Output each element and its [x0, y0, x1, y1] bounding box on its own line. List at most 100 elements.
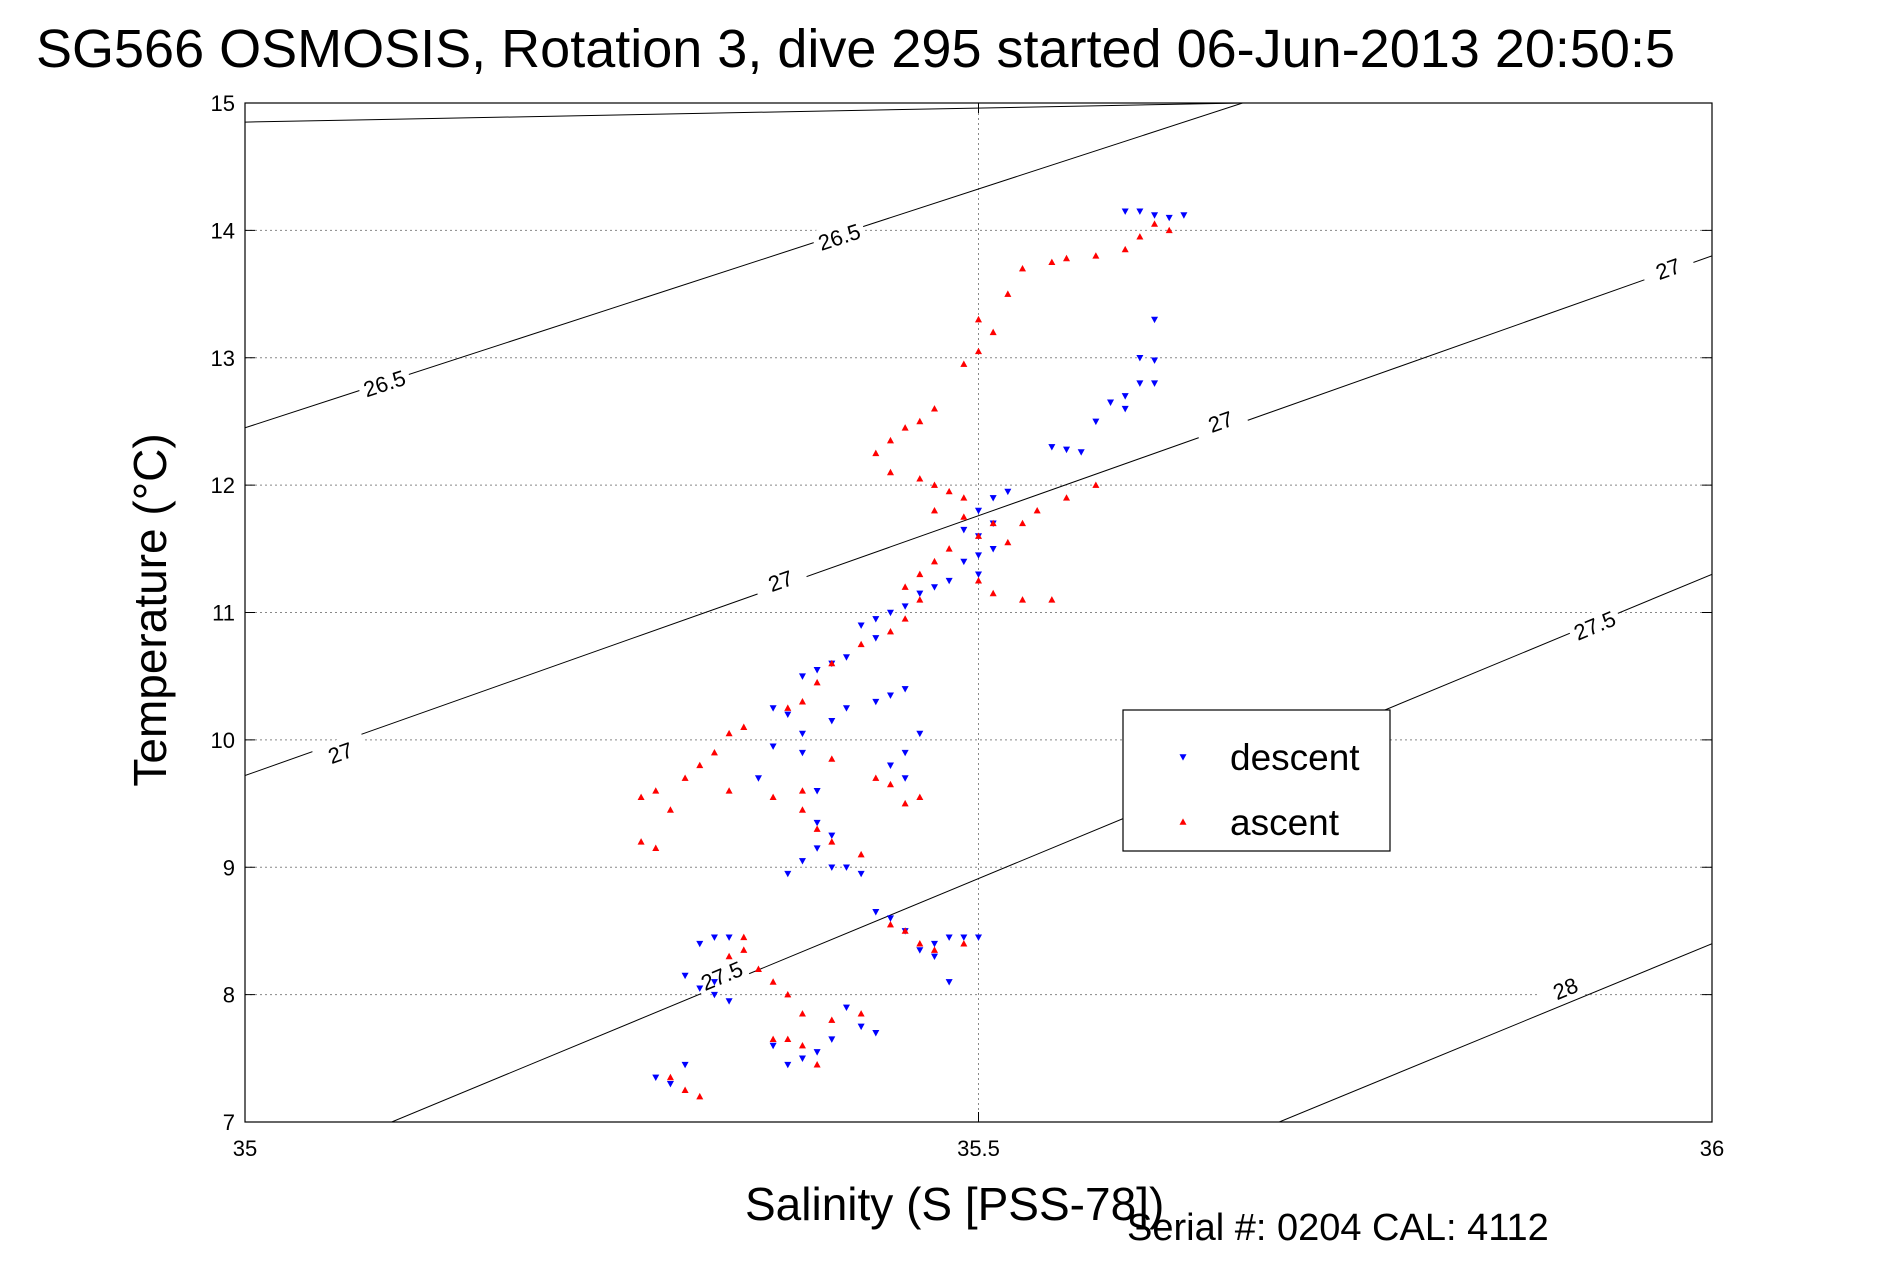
- contour-label: 27.5: [697, 956, 746, 996]
- descent-point: [1136, 208, 1144, 215]
- descent-point: [681, 1061, 689, 1069]
- ascent-point: [989, 328, 997, 336]
- ascent-point: [798, 806, 806, 813]
- descent-point: [916, 947, 924, 954]
- descent-point: [930, 584, 938, 591]
- descent-point: [1136, 354, 1144, 362]
- descent-point: [828, 832, 836, 840]
- descent-point: [872, 616, 880, 623]
- ascent-point: [901, 615, 909, 622]
- descent-point: [813, 845, 821, 852]
- ascent-point: [813, 678, 821, 686]
- descent-point: [725, 998, 733, 1005]
- contour-label-bg: [1639, 247, 1697, 290]
- descent-point: [916, 730, 924, 738]
- ascent-point: [945, 545, 953, 552]
- descent-point: [828, 864, 836, 871]
- ascent-point: [916, 417, 924, 425]
- descent-point: [1165, 214, 1173, 222]
- ascent-point: [930, 506, 938, 514]
- ascent-point: [798, 698, 806, 705]
- y-tick-label: 13: [211, 346, 235, 371]
- descent-point: [828, 1036, 836, 1043]
- descent-point: [974, 571, 983, 578]
- ascent-point: [901, 424, 909, 431]
- ascent-point: [813, 1061, 821, 1068]
- ascent-point: [916, 793, 924, 800]
- ascent-point: [1151, 220, 1159, 227]
- descent-point: [813, 667, 821, 674]
- descent-point: [696, 985, 704, 992]
- series-ascent: [637, 220, 1173, 1100]
- y-tick-label: 15: [211, 91, 235, 116]
- ascent-point: [1048, 258, 1056, 266]
- ascent-point: [725, 952, 733, 960]
- ascent-point: [1019, 519, 1027, 527]
- descent-point: [960, 526, 968, 534]
- density-contour: [245, 255, 1712, 777]
- descent-point: [1121, 393, 1129, 400]
- ascent-point: [769, 978, 777, 985]
- ascent-point: [886, 920, 894, 928]
- ascent-point: [681, 1086, 689, 1093]
- ascent-point: [886, 780, 894, 788]
- descent-point: [901, 603, 909, 610]
- descent-point: [1077, 449, 1085, 456]
- descent-point: [842, 705, 850, 712]
- descent-point: [989, 546, 997, 553]
- descent-point: [945, 577, 953, 585]
- ascent-point: [652, 844, 660, 851]
- descent-point: [1180, 212, 1188, 219]
- descent-point: [842, 654, 850, 661]
- descent-point: [813, 819, 821, 827]
- ascent-point: [901, 583, 909, 590]
- descent-point: [930, 953, 938, 961]
- descent-point: [798, 673, 806, 680]
- ascent-point: [857, 1010, 865, 1017]
- descent-point: [930, 940, 938, 948]
- descent-point: [960, 934, 968, 941]
- ascent-point: [989, 519, 997, 527]
- ascent-point: [1121, 245, 1129, 253]
- ascent-point: [798, 787, 806, 794]
- ascent-point: [916, 570, 924, 578]
- series-descent: [652, 208, 1188, 1088]
- ascent-point: [857, 640, 865, 648]
- descent-point: [1151, 212, 1159, 219]
- descent-point: [769, 743, 777, 750]
- ascent-point: [886, 627, 894, 635]
- ascent-point: [960, 513, 968, 520]
- ascent-point: [637, 838, 645, 845]
- y-axis-label: Temperature (°C): [124, 433, 176, 787]
- descent-point: [784, 711, 792, 719]
- ascent-point: [637, 793, 645, 800]
- descent-point: [872, 635, 880, 642]
- descent-point: [1063, 446, 1071, 454]
- ascent-point: [886, 468, 894, 476]
- ascent-point: [872, 449, 880, 457]
- descent-point: [945, 934, 953, 941]
- ascent-point: [872, 774, 880, 781]
- y-tick-label: 7: [223, 1110, 235, 1135]
- ascent-point: [740, 933, 748, 941]
- ascent-point: [1063, 254, 1071, 262]
- descent-point: [945, 979, 953, 986]
- descent-point: [974, 934, 983, 941]
- descent-point: [1151, 380, 1159, 387]
- descent-point: [1121, 208, 1129, 215]
- ascent-point: [989, 589, 997, 597]
- descent-point: [769, 705, 777, 712]
- ascent-point: [1004, 290, 1012, 297]
- descent-point: [974, 552, 983, 559]
- ascent-point: [930, 557, 938, 565]
- x-tick-label: 35: [233, 1136, 257, 1161]
- descent-point: [842, 1004, 850, 1011]
- legend-label-ascent: ascent: [1230, 802, 1340, 843]
- descent-point: [754, 775, 762, 782]
- ascent-point: [710, 748, 718, 756]
- descent-point: [886, 762, 894, 769]
- legend-box: [1122, 709, 1391, 852]
- density-contour: [391, 573, 1712, 1122]
- legend-marker-ascent: [1179, 818, 1187, 825]
